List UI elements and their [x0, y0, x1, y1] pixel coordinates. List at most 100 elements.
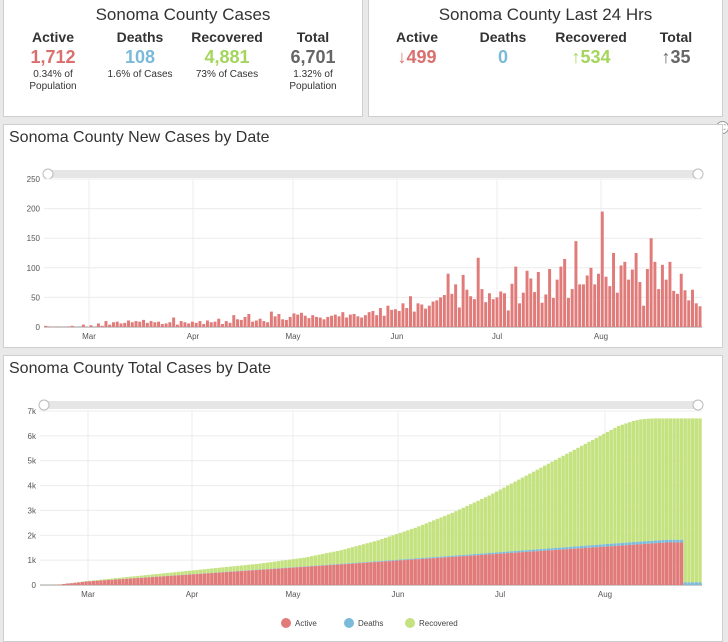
active-bar: [276, 568, 281, 585]
new-cases-bar: [145, 322, 149, 327]
active-bar: [443, 557, 447, 585]
active-bar: [517, 552, 521, 585]
new-cases-bar: [397, 311, 401, 327]
new-cases-bar: [281, 319, 285, 327]
new-cases-bar: [356, 316, 360, 327]
recovered-bar: [653, 418, 658, 541]
active-bar: [487, 554, 491, 585]
active-sub: 0.34% of Population: [29, 69, 77, 92]
active-bar: [180, 575, 184, 585]
recovered-bar: [239, 565, 244, 571]
recovered-bar: [668, 418, 673, 540]
active-bar: [176, 575, 181, 585]
recovered-bar: [443, 515, 447, 557]
deaths-bar: [346, 563, 351, 564]
active-bar: [62, 584, 66, 585]
recovered-bar: [143, 575, 147, 578]
active-bar: [583, 547, 588, 585]
new-cases-bar: [698, 306, 702, 327]
new-cases-bar: [130, 322, 134, 327]
recovered-bar: [324, 553, 329, 565]
recovered-bar: [372, 541, 377, 562]
new-cases-bar: [168, 322, 172, 327]
recovered-bar: [672, 418, 676, 540]
new-cases-bar: [597, 273, 600, 327]
new-cases-bar: [574, 241, 578, 327]
deaths-bar: [328, 564, 332, 566]
new-cases-bar: [563, 258, 567, 327]
recovered-bar: [694, 418, 699, 583]
active-bar: [365, 562, 369, 585]
new-cases-bar: [484, 302, 488, 327]
last24-active-value: ↓499: [397, 47, 437, 67]
x-tick-label: Apr: [186, 590, 199, 599]
active-bar: [358, 563, 362, 585]
active-bar: [672, 542, 676, 585]
y-tick-label: 3k: [28, 506, 37, 515]
recovered-bar: [698, 418, 702, 583]
y-tick-label: 0: [36, 323, 41, 332]
active-bar: [191, 574, 196, 585]
new-cases-bar: [668, 261, 672, 327]
new-cases-bar: [612, 253, 616, 327]
active-bar: [398, 560, 403, 585]
new-cases-bar: [341, 312, 345, 327]
recovered-bar: [95, 580, 99, 581]
recovered-bar: [642, 418, 647, 542]
recovered-bar: [206, 568, 210, 574]
new-cases-bar: [352, 313, 356, 327]
new-cases-bar: [642, 305, 646, 327]
active-bar: [169, 575, 173, 585]
new-cases-bar: [691, 289, 694, 327]
recovered-bar: [154, 574, 159, 577]
active-bar: [528, 551, 532, 585]
recovered-bar: [254, 563, 258, 570]
active-bar: [391, 560, 395, 585]
recovered-bar: [335, 550, 340, 565]
deaths-bar: [672, 539, 676, 543]
recovered-bar: [568, 451, 573, 547]
new-cases-bar: [236, 319, 240, 327]
active-bar: [80, 582, 85, 585]
recovered-bar: [494, 491, 499, 553]
new-cases-bar: [653, 261, 657, 327]
new-cases-bar: [390, 309, 394, 327]
deaths-bar: [424, 557, 429, 559]
deaths-bar: [520, 550, 525, 553]
recovered-bar: [247, 564, 251, 571]
active-bar: [432, 558, 436, 585]
active-bar: [565, 549, 569, 585]
recovered-bar: [628, 422, 632, 543]
new-cases-bar: [555, 279, 559, 327]
recovered-bar: [321, 553, 325, 566]
new-cases-bar: [307, 318, 311, 327]
last24-card-title: Sonoma County Last 24 Hrs: [438, 5, 653, 24]
new-cases-bar: [127, 320, 130, 327]
new-cases-bar: [254, 320, 258, 327]
active-bar: [343, 564, 347, 585]
new-cases-bar: [303, 315, 307, 327]
x-tick-label: Jul: [492, 332, 502, 341]
new-cases-bar: [367, 312, 371, 327]
new-cases-bar: [544, 294, 548, 327]
new-cases-bar: [322, 319, 326, 327]
new-cases-bar: [450, 293, 454, 327]
recovered-bar: [457, 509, 462, 556]
active-bar: [88, 581, 92, 585]
new-cases-bar: [164, 323, 168, 327]
deaths-bar: [417, 558, 421, 560]
active-bar: [620, 545, 625, 585]
last24-recovered-stat: Recovered ↑534: [551, 29, 631, 68]
recovered-bar: [191, 570, 196, 575]
new-cases-bar: [363, 315, 367, 327]
y-tick-label: 0: [32, 581, 37, 590]
active-bar: [313, 566, 318, 585]
y-tick-label: 150: [27, 234, 41, 243]
new-cases-bar: [529, 278, 533, 327]
y-tick-label: 2k: [28, 531, 37, 540]
new-cases-bar: [457, 307, 461, 327]
new-cases-bar: [446, 273, 450, 327]
recovered-bar: [450, 512, 454, 556]
active-bar: [591, 547, 595, 585]
active-bar: [539, 550, 543, 585]
